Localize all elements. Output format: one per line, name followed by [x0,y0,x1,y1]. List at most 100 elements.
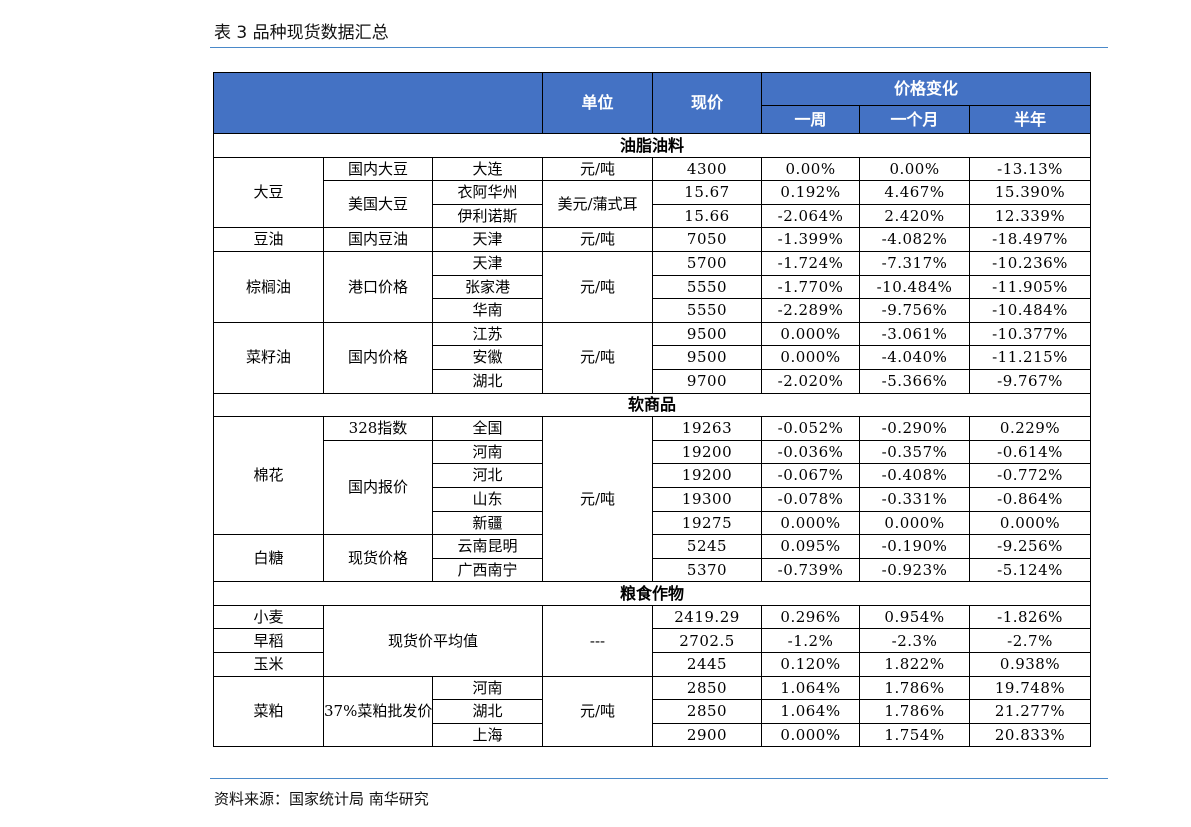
month-cell: -0.357% [859,439,971,465]
market-cell: 328指数 [323,416,433,441]
price-cell: 2850 [652,699,763,724]
month-cell: 0.000% [859,510,971,536]
price-cell: 2419.29 [652,604,763,630]
month-cell: 1.754% [859,722,971,748]
month-cell: -4.082% [859,227,971,252]
month-cell: 4.467% [859,180,971,205]
place-cell: 云南昆明 [431,534,544,559]
place-cell: 新疆 [431,510,544,536]
place-cell: 天津 [431,227,544,252]
place-cell: 湖北 [431,699,544,724]
place-cell: 伊利诺斯 [431,203,544,229]
month-cell: 1.786% [859,699,971,724]
table-row: 伊利诺斯 15.66 -2.064% 2.420% 12.339% [214,203,1092,229]
week-cell: -1.770% [761,274,861,300]
table-row: 棉花 328指数 全国 元/吨 19263 -0.052% -0.290% 0.… [213,416,1092,583]
price-cell: 5550 [652,298,763,323]
table-row: 河北 19200 -0.067% -0.408% -0.772% [214,463,1092,488]
product-cell: 玉米 [213,652,324,677]
table-row: 早稻 2702.5 -1.2% -2.3% -2.7% [213,628,1092,654]
place-cell: 河南 [431,439,544,465]
half-year-cell: -11.215% [969,345,1092,370]
half-year-cell: 0.229% [969,416,1092,441]
place-cell: 安徽 [431,345,544,370]
price-cell: 2702.5 [652,628,763,654]
half-year-cell: -0.772% [969,463,1092,488]
place-cell: 河北 [431,463,544,488]
week-cell: -0.739% [761,557,861,583]
product-cell: 棉花 [213,416,324,536]
header-change: 价格变化 [761,72,1092,106]
week-cell: 0.000% [761,722,861,748]
header-blank [212,72,544,134]
table-row: 上海 2900 0.000% 1.754% 20.833% [214,722,1092,748]
price-cell: 15.66 [652,203,763,229]
half-year-cell: 0.938% [969,652,1092,677]
week-cell: 0.000% [761,321,861,347]
week-cell: 1.064% [761,675,861,701]
market-cell: 港口价格 [323,250,433,323]
month-cell: 0.00% [859,156,971,182]
place-cell: 江苏 [431,321,544,347]
week-cell: 0.000% [761,510,861,536]
half-year-cell: -5.124% [969,557,1092,583]
table-row: 美国大豆 衣阿华州 美元/蒲式耳 15.67 0.192% 4.467% 15.… [214,180,1092,229]
price-cell: 9700 [652,368,763,394]
product-cell: 早稻 [213,628,324,654]
place-cell: 衣阿华州 [431,180,544,205]
place-cell: 广西南宁 [431,557,544,583]
table-row: 大豆 国内大豆 大连 元/吨 4300 0.00% 0.00% -13.13% [213,156,1092,229]
price-cell: 5245 [652,534,763,559]
month-cell: 1.786% [859,675,971,701]
month-cell: 0.954% [859,604,971,630]
month-cell: -7.317% [859,250,971,276]
header-price: 现价 [652,72,763,134]
product-cell: 白糖 [213,534,324,583]
month-cell: -0.290% [859,416,971,441]
half-year-cell: 12.339% [969,203,1092,229]
month-cell: -3.061% [859,321,971,347]
place-cell: 河南 [431,675,544,701]
table-row: 小麦 现货价平均值 --- 2419.29 0.296% 0.954% -1.8… [213,604,1092,677]
price-cell: 9500 [652,345,763,370]
table-row: 豆油 国内豆油 天津 元/吨 7050 -1.399% -4.082% -18.… [213,227,1092,252]
market-cell: 国内豆油 [323,227,433,252]
half-year-cell: -9.256% [969,534,1092,559]
half-year-cell: -10.236% [969,250,1092,276]
place-cell: 华南 [431,298,544,323]
place-cell: 大连 [431,156,544,182]
half-year-cell: 21.277% [969,699,1092,724]
unit-cell: 美元/蒲式耳 [542,180,654,229]
half-year-cell: -13.13% [969,156,1092,182]
price-cell: 4300 [652,156,763,182]
product-cell: 大豆 [213,156,324,229]
price-cell: 5370 [652,557,763,583]
top-rule [210,47,1108,48]
half-year-cell: -10.377% [969,321,1092,347]
week-cell: -2.064% [761,203,861,229]
price-cell: 2445 [652,652,763,677]
price-cell: 5550 [652,274,763,300]
month-cell: -10.484% [859,274,971,300]
week-cell: -0.036% [761,439,861,465]
spot-data-table: 单位 现价 价格变化 一周 一个月 半年 油脂油料 大豆 国内大豆 大连 元/吨… [212,72,1092,748]
half-year-cell: 19.748% [969,675,1092,701]
week-cell: 0.192% [761,180,861,205]
place-cell: 上海 [431,722,544,748]
product-cell: 豆油 [213,227,324,252]
unit-cell: 元/吨 [542,675,654,748]
half-year-cell: 20.833% [969,722,1092,748]
month-cell: -4.040% [859,345,971,370]
month-cell: -0.923% [859,557,971,583]
price-cell: 19200 [652,439,763,465]
table-row: 白糖 现货价格 云南昆明 5245 0.095% -0.190% -9.256% [213,534,1092,583]
section-oils: 油脂油料 [212,133,1092,158]
table-row: 菜籽油 国内价格 江苏 元/吨 9500 0.000% -3.061% -10.… [213,321,1092,394]
month-cell: -0.190% [859,534,971,559]
table-row: 广西南宁 5370 -0.739% -0.923% -5.124% [214,557,1092,583]
unit-cell: 元/吨 [542,416,654,583]
price-cell: 2850 [652,675,763,701]
month-cell: -0.408% [859,463,971,488]
price-cell: 19263 [652,416,763,441]
week-cell: 0.296% [761,604,861,630]
